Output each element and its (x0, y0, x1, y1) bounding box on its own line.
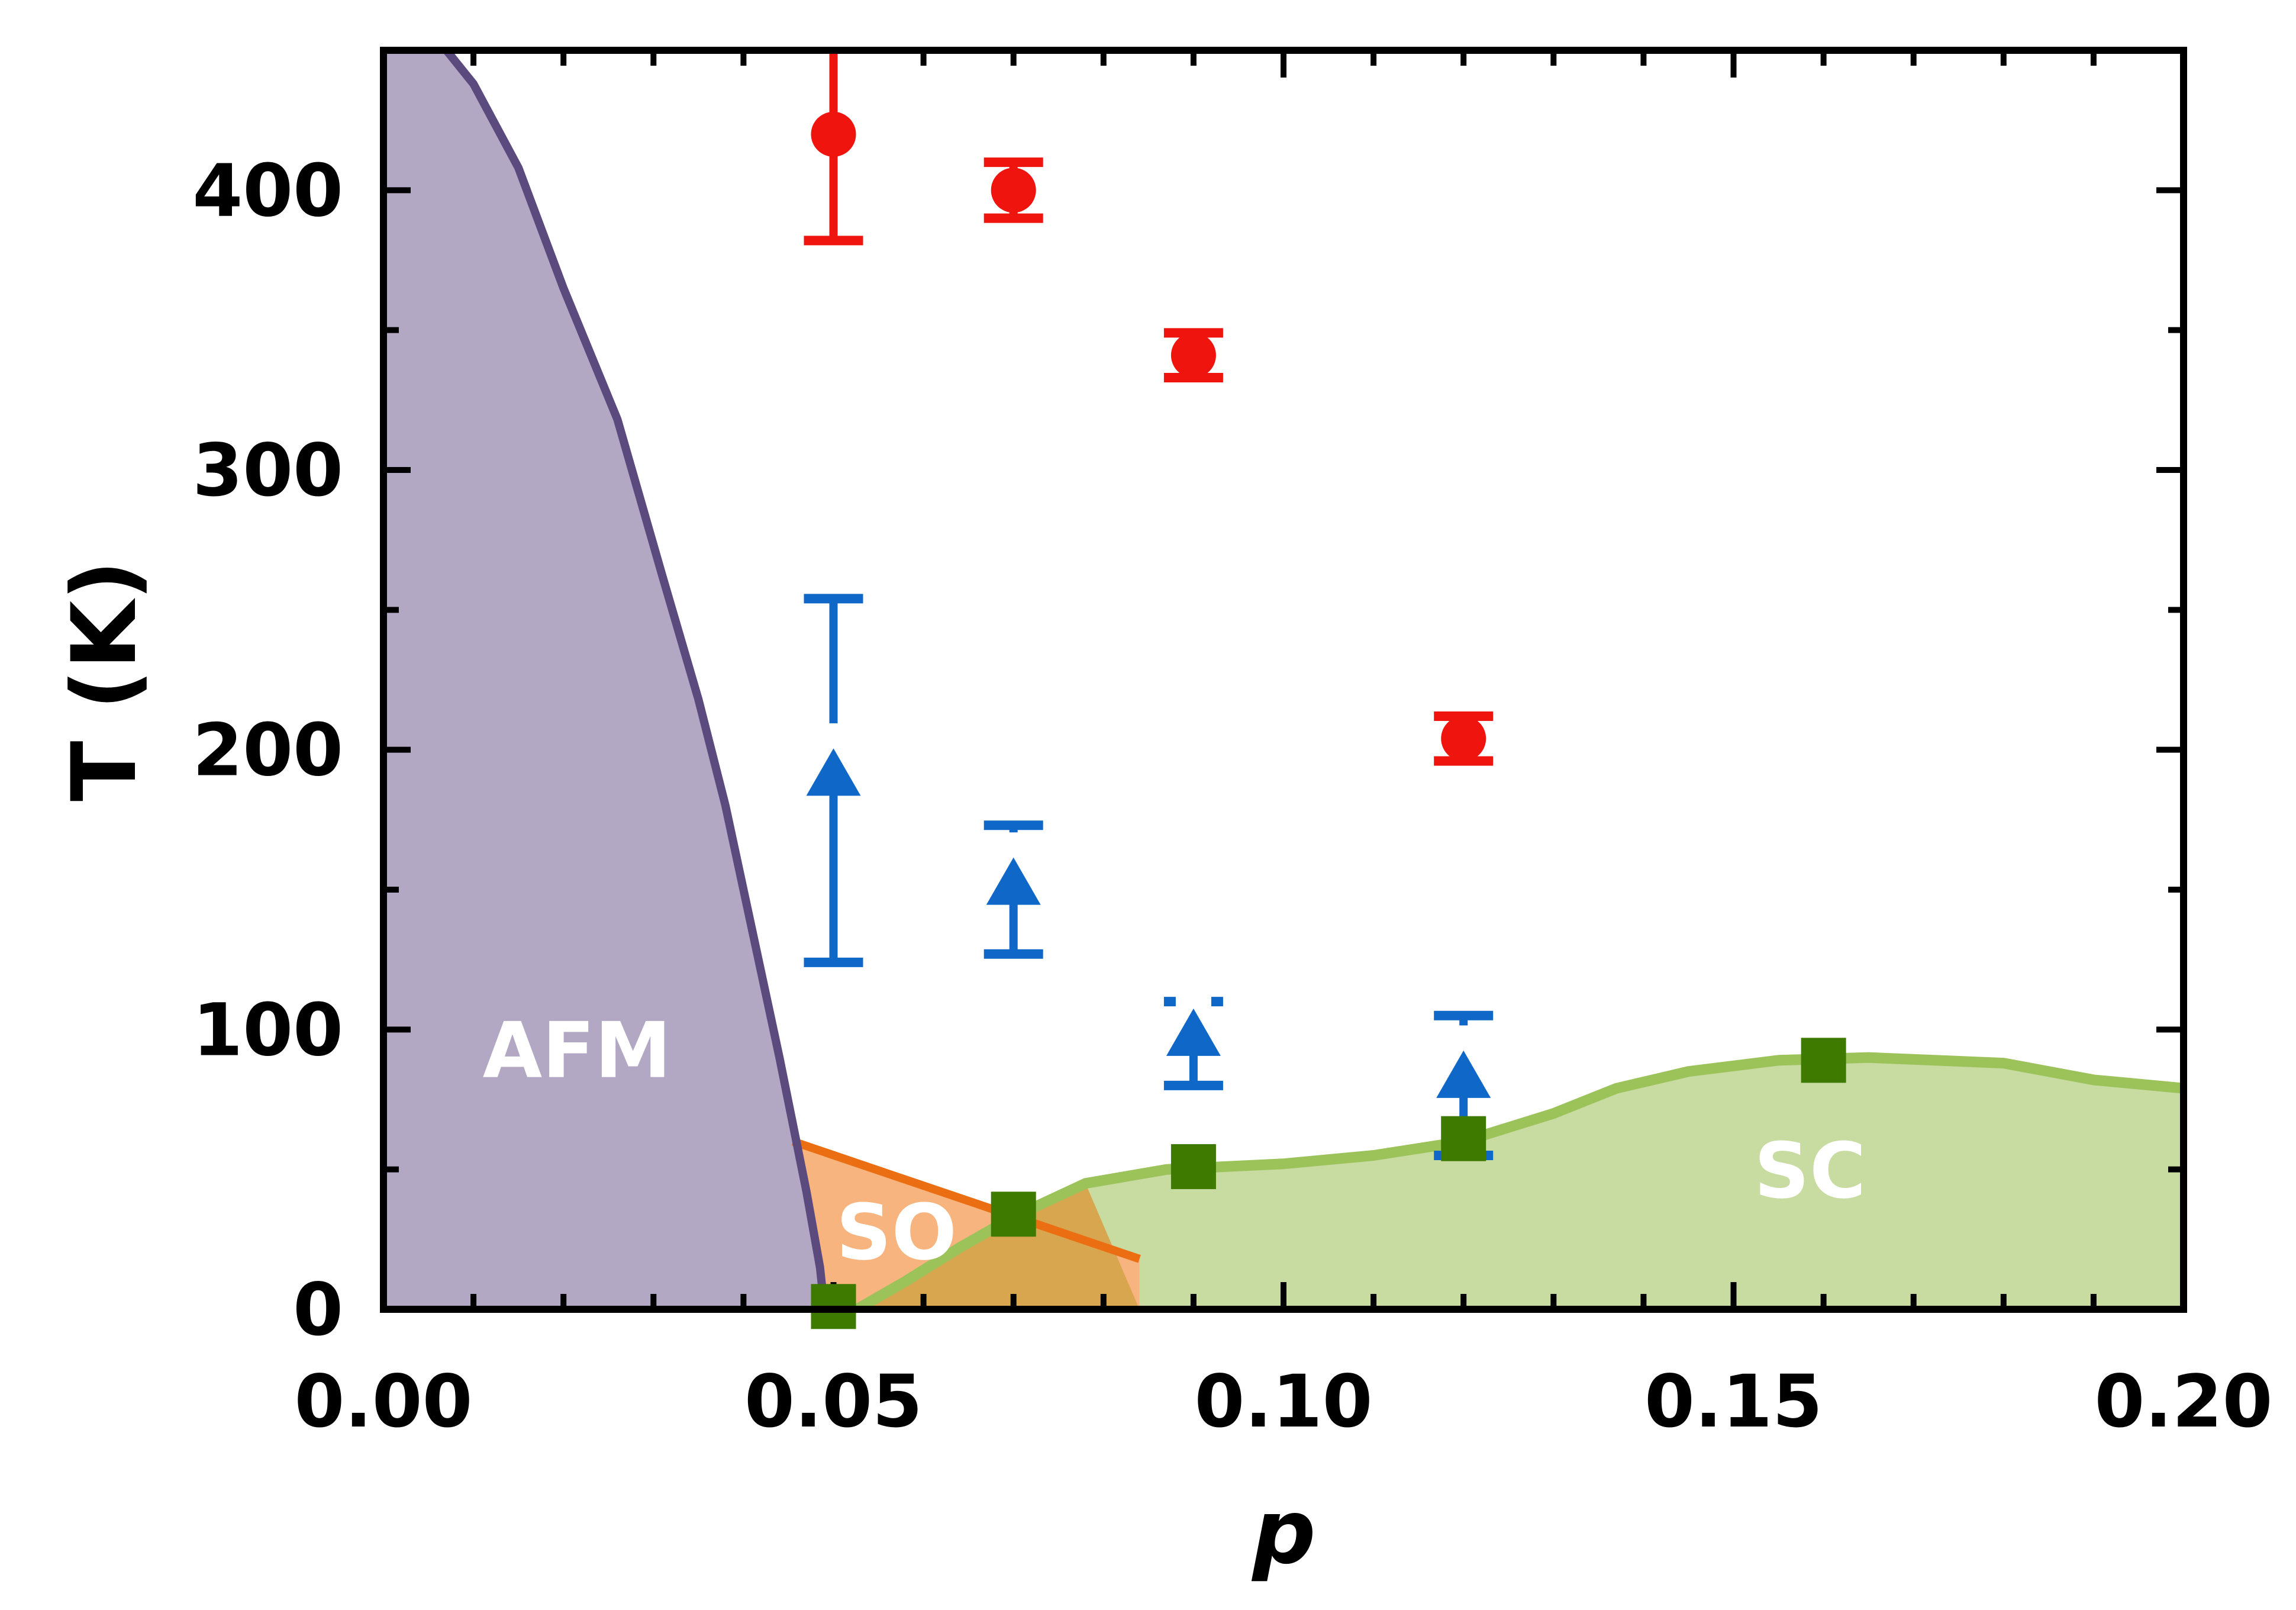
y-tick-label: 0 (293, 1268, 343, 1352)
square-marker (991, 1192, 1036, 1237)
circle-marker (811, 111, 856, 157)
x-tick-label: 0.15 (1644, 1360, 1823, 1444)
so-region-label: SO (836, 1187, 957, 1277)
y-tick-label: 400 (192, 149, 343, 233)
x-tick-labels: 0.00 0.05 0.10 0.15 0.20 (294, 1360, 2272, 1444)
phase-regions (383, 50, 2184, 1309)
y-tick-label: 100 (192, 988, 343, 1072)
triangle-marker (806, 748, 861, 796)
afm-boundary-line (441, 50, 829, 1309)
plot-frame (380, 47, 2187, 1313)
y-tick-labels: 0 100 200 300 400 (192, 149, 343, 1352)
so-sc-overlap-region (857, 1183, 1140, 1309)
y-tick-label: 200 (192, 709, 343, 793)
x-tick-label: 0.10 (1194, 1360, 1372, 1444)
region-labels: AFM SO SC (483, 1006, 1866, 1277)
x-tick-label: 0.20 (2094, 1360, 2272, 1444)
x-tick-label: 0.05 (744, 1360, 923, 1444)
y-tick-label: 300 (192, 429, 343, 513)
y-axis-title: T (K) (53, 560, 156, 801)
afm-region-label: AFM (483, 1006, 672, 1096)
circle-marker (1170, 333, 1216, 378)
x-tick-label: 0.00 (294, 1360, 472, 1444)
x-axis-title: p (1251, 1481, 1315, 1584)
square-marker (1441, 1116, 1486, 1161)
circle-marker (991, 168, 1036, 213)
triangle-marker (986, 857, 1041, 905)
triangle-marker (1436, 1050, 1491, 1098)
circle-marker (1441, 716, 1486, 761)
so-boundary-line (791, 1137, 1141, 1263)
square-marker (1801, 1038, 1846, 1083)
data-markers (806, 111, 1846, 1329)
sc-region (857, 1057, 2184, 1309)
afm-region (383, 50, 825, 1309)
square-marker (1170, 1144, 1216, 1189)
triangle-marker (1166, 1008, 1221, 1056)
error-bars (804, 53, 1494, 1161)
sc-region-label: SC (1754, 1126, 1866, 1216)
